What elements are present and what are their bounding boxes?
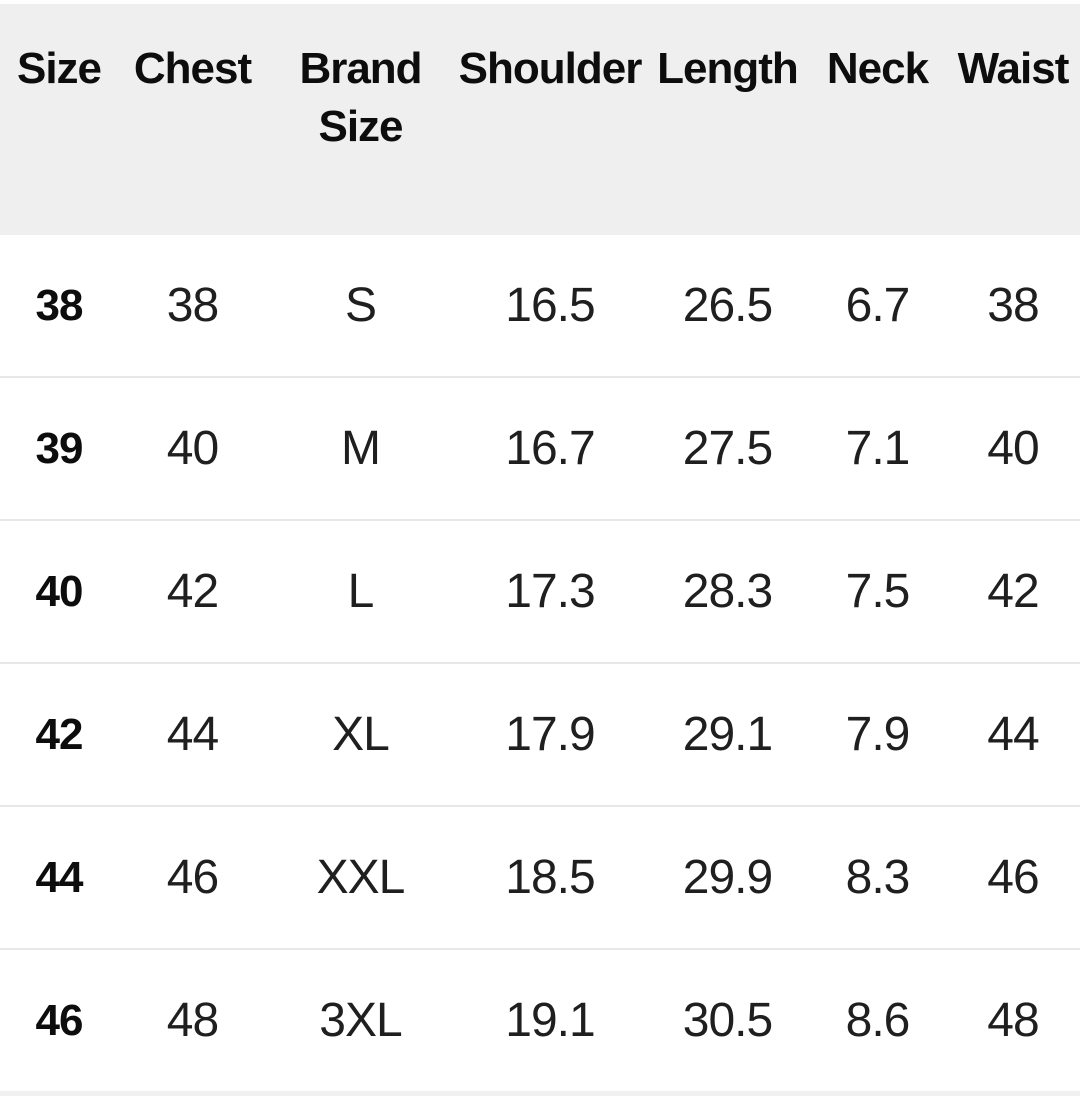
table-row: 46 48 3XL 19.1 30.5 8.6 48 [0, 948, 1080, 1091]
next-section-divider [0, 1091, 1080, 1096]
cell-waist: 44 [946, 662, 1080, 806]
cell-neck: 7.1 [809, 376, 946, 520]
cell-shoulder: 16.7 [454, 376, 646, 520]
table-row: 44 46 XXL 18.5 29.9 8.3 46 [0, 805, 1080, 949]
cell-shoulder: 19.1 [454, 948, 646, 1091]
cell-shoulder: 17.9 [454, 662, 646, 806]
column-header-brand-size: Brand Size [267, 4, 454, 235]
cell-chest: 44 [118, 662, 267, 806]
cell-length: 28.3 [646, 519, 809, 663]
cell-neck: 8.3 [809, 805, 946, 949]
cell-waist: 40 [946, 376, 1080, 520]
cell-shoulder: 18.5 [454, 805, 646, 949]
cell-brand-size: S [344, 279, 377, 332]
column-header-size: Size [0, 4, 118, 235]
cell-neck: 6.7 [845, 279, 911, 332]
cell-length: 26.5 [682, 279, 773, 332]
cell-size: 44 [0, 805, 118, 949]
cell-chest: 40 [118, 376, 267, 520]
column-header-length: Length [646, 4, 809, 235]
cell-waist: 48 [946, 948, 1080, 1091]
cell-shoulder: 17.3 [454, 519, 646, 663]
cell-size: 38 [35, 280, 84, 330]
cell-neck: 8.6 [809, 948, 946, 1091]
cell-length: 29.9 [646, 805, 809, 949]
cell-length: 30.5 [646, 948, 809, 1091]
table-row: 40 42 L 17.3 28.3 7.5 42 [0, 519, 1080, 663]
cell-length: 27.5 [646, 376, 809, 520]
cell-waist: 46 [946, 805, 1080, 949]
cell-chest: 46 [118, 805, 267, 949]
cell-size: 42 [0, 662, 118, 806]
cell-chest: 42 [118, 519, 267, 663]
column-header-neck: Neck [809, 4, 946, 235]
cell-neck: 7.9 [809, 662, 946, 806]
header-row: Size Chest Brand Size Shoulder Length Ne… [0, 4, 1080, 235]
cell-brand-size: M [267, 376, 454, 520]
cell-size: 40 [0, 519, 118, 663]
cell-chest: 38 [166, 279, 219, 332]
cell-size: 39 [0, 376, 118, 520]
size-chart-table: Size Chest Brand Size Shoulder Length Ne… [0, 4, 1080, 1091]
cell-waist: 42 [946, 519, 1080, 663]
cell-chest: 48 [118, 948, 267, 1091]
cell-neck: 7.5 [809, 519, 946, 663]
cell-size: 46 [0, 948, 118, 1091]
column-header-shoulder: Shoulder [454, 4, 646, 235]
cell-shoulder: 16.5 [505, 279, 595, 332]
cell-brand-size: XXL [267, 805, 454, 949]
cell-brand-size: L [267, 519, 454, 663]
column-header-waist: Waist [946, 4, 1080, 235]
column-header-chest: Chest [118, 4, 267, 235]
table-row: 42 44 XL 17.9 29.1 7.9 44 [0, 662, 1080, 806]
cell-brand-size: 3XL [267, 948, 454, 1091]
table-row: 39 40 M 16.7 27.5 7.1 40 [0, 376, 1080, 520]
cell-waist: 38 [987, 279, 1039, 332]
cell-brand-size: XL [267, 662, 454, 806]
table-row: 38 38 S 16.5 26.5 6.7 38 [0, 235, 1080, 377]
cell-length: 29.1 [646, 662, 809, 806]
